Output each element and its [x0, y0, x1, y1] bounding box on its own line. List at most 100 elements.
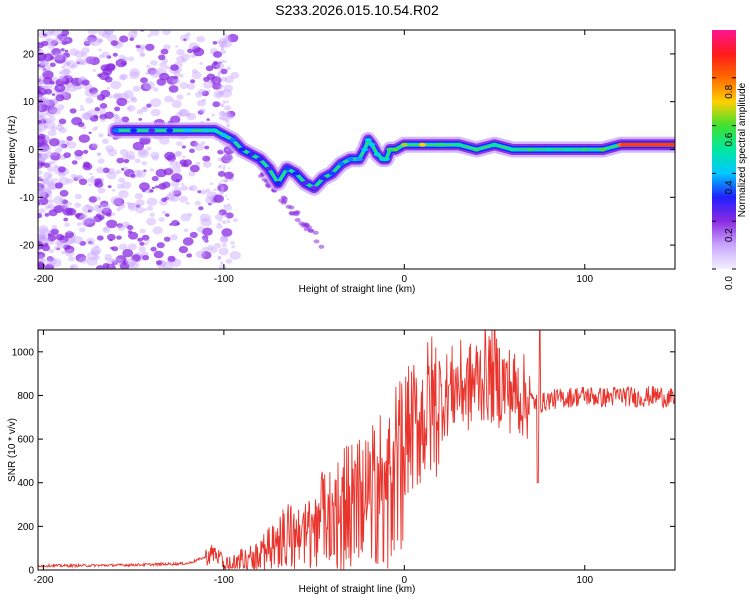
noise-blob: [85, 97, 94, 104]
noise-blob: [149, 189, 154, 193]
noise-blob: [53, 178, 58, 182]
noise-blob: [186, 92, 191, 96]
noise-blob: [183, 38, 187, 41]
noise-blob: [38, 208, 46, 214]
spectrogram-y-ticks: -20 -10 0 10 20: [20, 49, 675, 252]
ridge-point: [527, 147, 535, 152]
noise-speckle: [220, 261, 224, 265]
ridge-point: [184, 128, 192, 133]
noise-blob: [125, 151, 135, 158]
noise-blob: [190, 140, 198, 147]
noise-blob: [199, 62, 203, 65]
noise-speckle: [226, 66, 231, 71]
noise-blob: [191, 71, 202, 80]
ridge-point: [418, 142, 426, 147]
noise-blob: [91, 43, 95, 46]
noise-blob: [38, 111, 45, 118]
noise-blob: [135, 204, 141, 208]
noise-blob: [186, 253, 193, 258]
noise-blob: [138, 149, 148, 156]
noise-blob: [43, 162, 51, 168]
noise-blob: [47, 166, 55, 172]
noise-blob: [232, 218, 238, 223]
snr-y-ticks: 0 200 400 600 800 1000: [12, 347, 675, 577]
noise-blob: [180, 34, 190, 42]
noise-blob: [55, 239, 64, 246]
ridge-point: [238, 147, 246, 152]
noise-blob: [87, 178, 93, 183]
noise-blob: [116, 223, 123, 229]
noise-blob: [216, 224, 223, 230]
noise-blob: [118, 190, 129, 199]
noise-blob: [38, 105, 43, 112]
noise-blob: [205, 196, 216, 205]
noise-blob: [38, 152, 48, 161]
noise-blob: [163, 236, 171, 242]
noise-blob: [45, 146, 52, 151]
noise-blob: [141, 161, 148, 166]
noise-blob: [64, 245, 75, 254]
noise-blob: [94, 245, 99, 249]
noise-blob: [162, 262, 173, 269]
noise-speckle: [218, 256, 221, 259]
noise-blob: [43, 125, 48, 128]
noise-blob: [164, 95, 174, 103]
noise-blob: [223, 84, 234, 92]
noise-blob: [136, 109, 143, 115]
colorbar-tick-label: 0.8: [724, 84, 735, 98]
noise-blob: [141, 234, 150, 241]
noise-blob: [54, 83, 66, 93]
noise-blob: [38, 187, 44, 193]
noise-blob: [46, 257, 57, 266]
noise-blob: [137, 237, 143, 242]
streak-blob: [303, 227, 310, 232]
noise-blob: [64, 49, 69, 53]
noise-blob: [201, 98, 206, 102]
ridge-point: [455, 142, 462, 147]
spectrogram-ridge: [107, 122, 675, 196]
noise-blob: [127, 243, 137, 251]
noise-blob: [205, 188, 211, 193]
noise-blob: [116, 157, 124, 164]
noise-blob: [54, 147, 63, 154]
noise-blob: [169, 223, 173, 226]
noise-blob: [70, 264, 79, 269]
noise-blob: [88, 206, 95, 212]
noise-blob: [202, 227, 213, 236]
noise-blob: [147, 67, 158, 76]
noise-blob: [119, 73, 128, 80]
noise-blob: [38, 237, 45, 243]
noise-blob: [38, 176, 44, 181]
noise-blob: [40, 178, 44, 182]
noise-blob: [127, 30, 138, 39]
noise-blob: [61, 251, 66, 255]
x-tick-label: 0: [402, 575, 408, 586]
noise-blob: [156, 242, 165, 249]
noise-blob: [202, 235, 209, 241]
noise-blob: [106, 212, 112, 217]
noise-blob: [112, 93, 120, 99]
noise-blob: [38, 190, 47, 198]
noise-blob: [195, 161, 201, 166]
noise-blob: [197, 110, 204, 115]
noise-blob: [68, 256, 75, 262]
noise-blob: [51, 48, 62, 56]
noise-speckle: [224, 236, 227, 239]
noise-blob: [44, 238, 51, 243]
noise-blob: [176, 55, 185, 63]
noise-blob: [185, 113, 191, 117]
noise-blob: [121, 168, 125, 171]
noise-blob: [66, 201, 73, 206]
noise-speckle: [217, 71, 222, 76]
noise-blob: [98, 205, 102, 208]
noise-blob: [129, 68, 141, 77]
noise-blob: [116, 235, 122, 240]
noise-blob: [97, 158, 105, 164]
noise-speckle: [222, 220, 227, 225]
y-tick-label: 20: [23, 49, 35, 60]
noise-blob: [91, 127, 97, 131]
noise-blob: [213, 188, 217, 191]
noise-blob: [138, 118, 143, 121]
noise-blob: [110, 80, 122, 90]
